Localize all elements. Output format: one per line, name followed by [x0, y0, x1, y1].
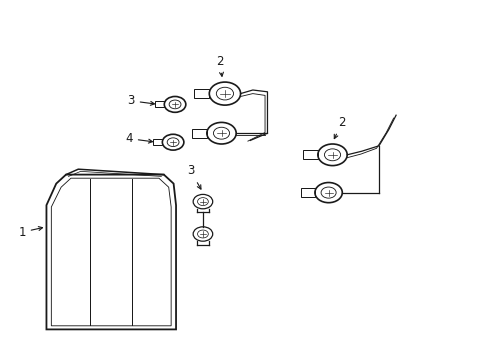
Text: 4: 4: [125, 132, 152, 145]
Text: 3: 3: [186, 165, 201, 189]
Text: 2: 2: [334, 116, 346, 139]
Text: 3: 3: [127, 94, 154, 107]
Text: 2: 2: [216, 55, 224, 76]
Text: 1: 1: [18, 226, 42, 239]
